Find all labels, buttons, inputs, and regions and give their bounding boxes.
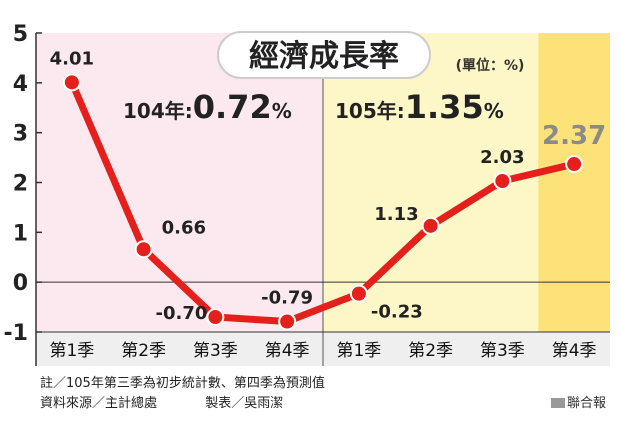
period-annual-label: 105年:1.35%: [335, 88, 504, 126]
data-point: [206, 308, 225, 327]
y-tick-label: 2: [13, 172, 28, 197]
x-tick-label: 第2季: [408, 341, 453, 361]
data-label: -0.23: [371, 302, 423, 323]
data-label: -0.70: [155, 303, 207, 324]
data-label: 1.13: [374, 204, 418, 225]
footer-source: 資料來源／主計總處: [40, 396, 158, 411]
footer-source-line: 資料來源／主計總處 製表／吳雨潔: [40, 392, 283, 411]
x-tick-label: 第1季: [336, 341, 381, 361]
period-value: 0.72: [193, 88, 272, 126]
unit-label: (單位：%): [456, 57, 525, 74]
data-point: [134, 240, 153, 259]
data-point: [421, 216, 440, 235]
x-tick-label: 第1季: [49, 341, 94, 361]
credit: 聯合報: [550, 392, 606, 411]
data-label: -0.79: [261, 288, 313, 309]
credit-square-icon: [550, 398, 565, 408]
data-point: [278, 312, 297, 331]
data-label: 4.01: [50, 48, 94, 69]
series-line: [68, 78, 578, 326]
credit-text: 聯合報: [566, 396, 606, 411]
y-tick-label: 0: [13, 271, 28, 296]
data-point: [62, 73, 81, 92]
x-tick-label: 第3季: [480, 341, 525, 361]
x-tick-label: 第3季: [193, 341, 238, 361]
data-label: 2.37: [542, 121, 606, 151]
y-tick-label: 5: [13, 22, 28, 47]
y-tick-label: 4: [13, 72, 28, 97]
footer-maker: 製表／吳雨潔: [205, 396, 284, 411]
period-annual-label: 104年:0.72%: [123, 88, 292, 126]
period-suffix: %: [272, 99, 292, 123]
period-year: 105年:: [335, 99, 405, 123]
chart-title: 經濟成長率: [249, 39, 399, 74]
period-value: 1.35: [405, 88, 484, 126]
data-point: [493, 172, 512, 191]
x-tick-label: 第2季: [121, 341, 166, 361]
title-pill: [217, 31, 431, 79]
data-label: 0.66: [162, 217, 206, 238]
period-year: 104年:: [123, 99, 193, 123]
data-label: 2.03: [480, 147, 524, 168]
data-point: [565, 155, 584, 174]
period-suffix: %: [484, 99, 504, 123]
x-tick-label: 第4季: [265, 341, 310, 361]
data-point: [349, 284, 368, 303]
band-forecast: [538, 33, 610, 332]
y-tick-label: 3: [13, 122, 28, 147]
y-tick-label: 1: [13, 221, 28, 246]
x-tick-label: 第4季: [552, 341, 597, 361]
footer-note: 註／105年第三季為初步統計數、第四季為預測值: [40, 376, 325, 391]
y-tick-label: -1: [4, 321, 28, 346]
